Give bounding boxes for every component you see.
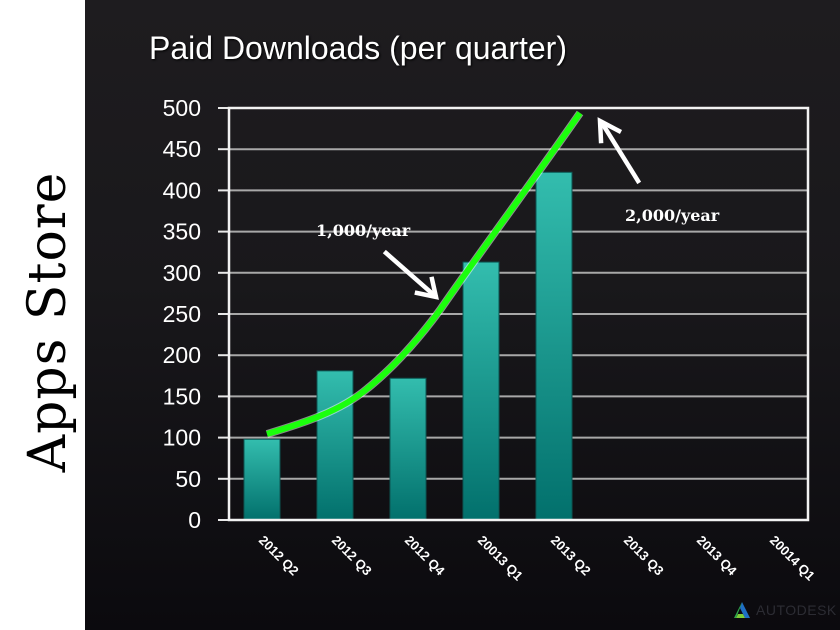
y-tick-label: 300 [163, 260, 201, 286]
x-tick-label: 2012 Q4 [402, 533, 448, 579]
bar [389, 377, 427, 521]
x-tick-label: 2013 Q3 [621, 533, 667, 579]
bar [535, 171, 573, 521]
x-tick-label: 20013 Q1 [475, 533, 526, 584]
bar [243, 438, 281, 521]
annotation-2000-year: 2,000/year [625, 206, 720, 225]
x-tick-label: 2013 Q4 [694, 533, 740, 579]
y-tick-label: 100 [163, 425, 201, 451]
y-tick-label: 50 [175, 466, 201, 492]
y-tick-label: 350 [163, 219, 201, 245]
annotation-1000-year: 1,000/year [316, 221, 411, 240]
bar [316, 370, 354, 521]
y-tick-label: 150 [163, 383, 201, 409]
gridlines [229, 107, 808, 521]
trend-curve-green [266, 111, 583, 437]
bar [462, 261, 500, 521]
autodesk-logo: AUTODESK [733, 601, 837, 619]
autodesk-logo-icon [734, 602, 750, 618]
side-title-panel: Apps Store [0, 0, 85, 630]
y-tick-label: 450 [163, 136, 201, 162]
y-tick-label: 0 [188, 507, 201, 533]
y-tick-label: 500 [163, 95, 201, 121]
y-tick-label: 200 [163, 342, 201, 368]
y-axis-ticks: 0 50 100 150 200 250 300 350 400 450 500 [163, 95, 229, 533]
x-tick-label: 2013 Q2 [548, 533, 594, 579]
x-axis-labels: 2012 Q2 2012 Q3 2012 Q4 20013 Q1 2013 Q2 2013… [256, 533, 818, 584]
x-tick-label: 2012 Q2 [256, 533, 302, 579]
chart-title: Paid Downloads (per quarter) [149, 30, 567, 66]
arrow-icon [382, 249, 439, 300]
x-tick-label: 2012 Q3 [329, 533, 375, 579]
bars [243, 171, 573, 521]
y-tick-label: 400 [163, 177, 201, 203]
arrow-icon [597, 117, 642, 185]
plot-border [227, 106, 810, 522]
y-tick-label: 250 [163, 301, 201, 327]
x-tick-label: 20014 Q1 [767, 533, 818, 584]
autodesk-logo-text: AUTODESK [756, 602, 837, 618]
